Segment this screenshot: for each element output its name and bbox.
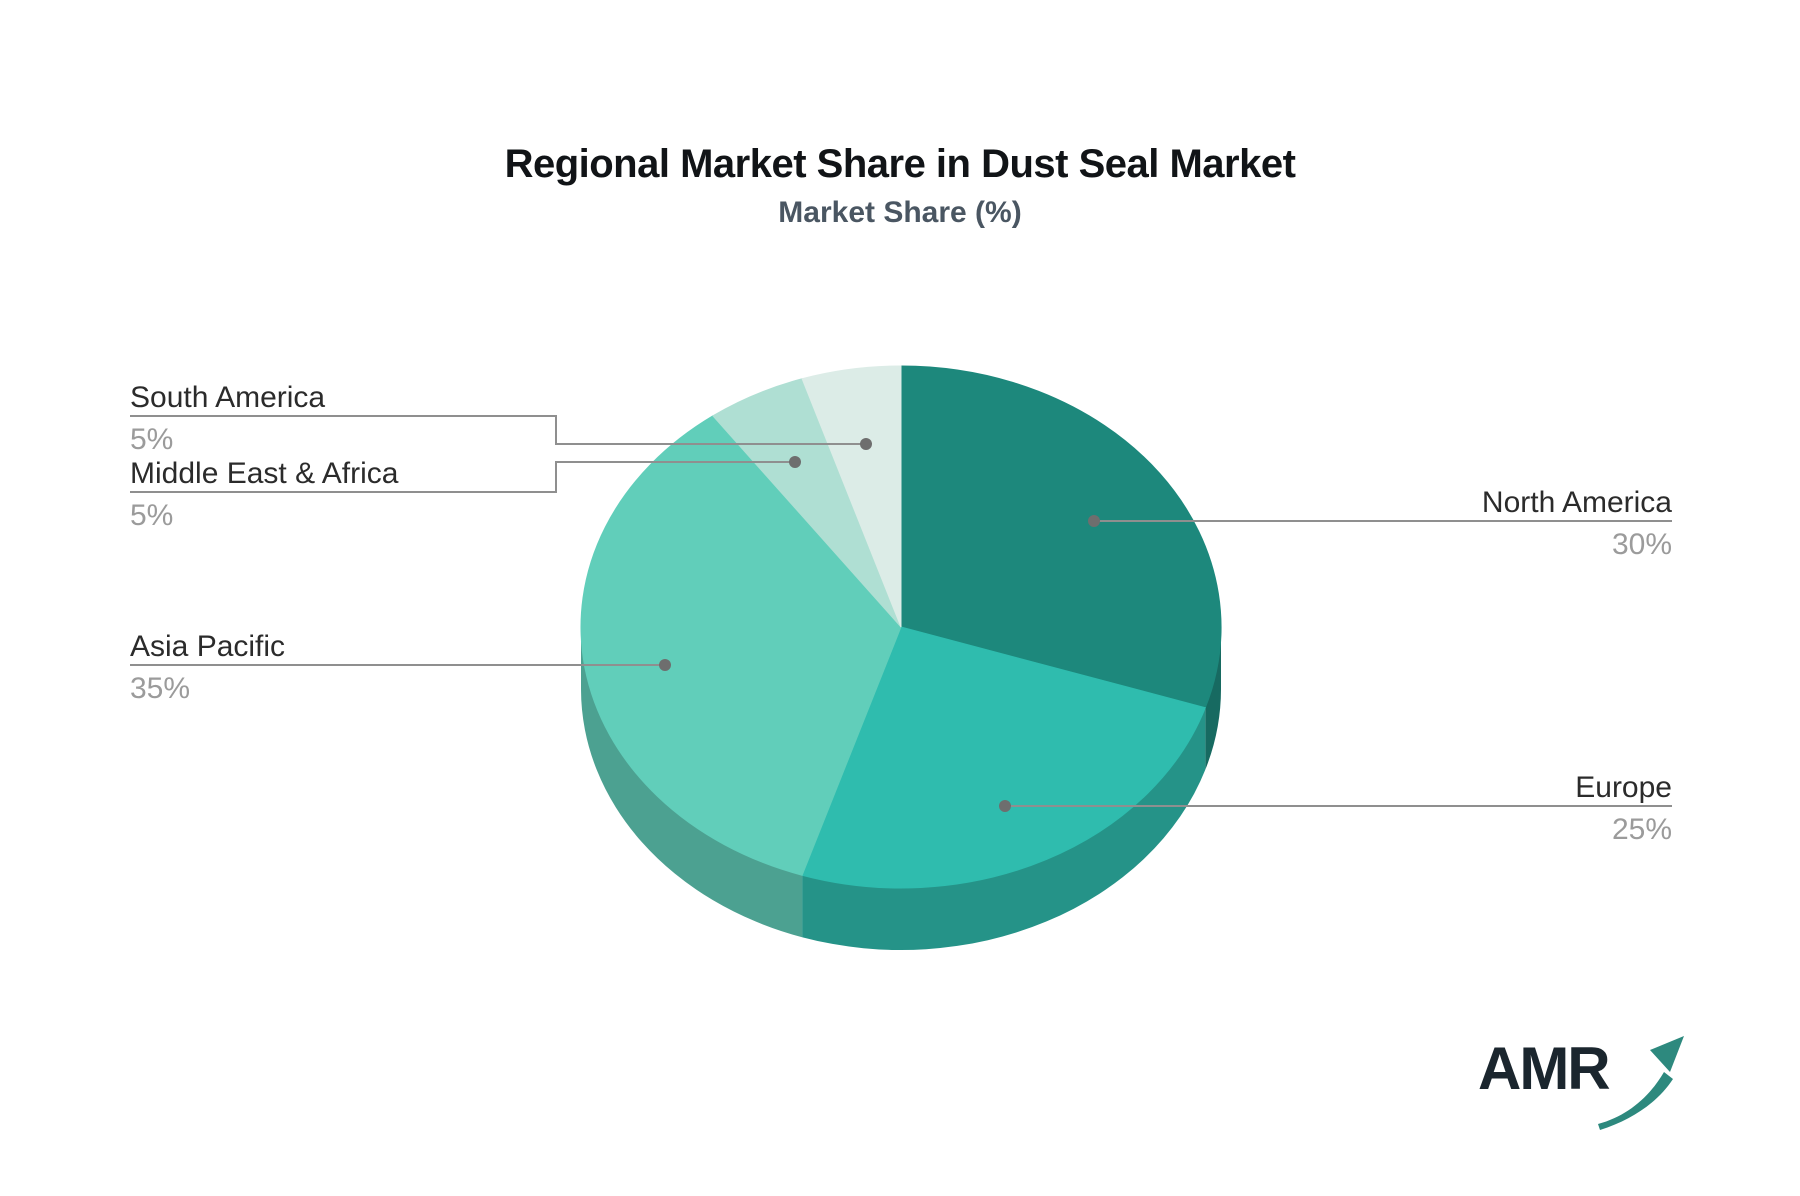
pie-slice-south-america[interactable] [801, 365, 902, 628]
label-middle-east-africa: Middle East & Africa [130, 457, 399, 490]
value-europe: 25% [1611, 813, 1672, 846]
value-asia-pacific: 35% [130, 672, 191, 705]
value-middle-east-africa: 5% [130, 499, 174, 532]
pie-slice-side-asia-pacific [581, 627, 803, 938]
pie-slice-side-north-america [1205, 627, 1221, 770]
label-europe: Europe [1575, 771, 1672, 804]
pie-slice-asia-pacific[interactable] [580, 415, 902, 876]
connector-dot-europe [999, 800, 1011, 812]
chart-subtitle: Market Share (%) [778, 196, 1022, 229]
chart-title: Regional Market Share in Dust Seal Marke… [504, 142, 1296, 186]
connector-dot-middle-east-africa [789, 456, 801, 468]
value-south-america: 5% [130, 423, 174, 456]
label-north-america: North America [1481, 486, 1672, 519]
connector-line-south-america [130, 415, 866, 445]
brand-logo: AMR [1478, 1028, 1698, 1138]
pie-slice-side-europe [802, 707, 1206, 951]
pie-slice-europe[interactable] [801, 626, 1207, 889]
value-north-america: 30% [1611, 528, 1672, 561]
connector-line-middle-east-africa [130, 461, 795, 493]
growth-arrow-icon [1598, 1036, 1684, 1130]
brand-logo-text: AMR [1478, 1035, 1611, 1102]
label-south-america: South America [130, 381, 326, 414]
pie-slice-north-america[interactable] [900, 365, 1222, 709]
label-asia-pacific: Asia Pacific [130, 630, 286, 663]
connector-dot-south-america [860, 438, 872, 450]
connector-dot-north-america [1088, 515, 1100, 527]
connector-dot-asia-pacific [659, 659, 671, 671]
